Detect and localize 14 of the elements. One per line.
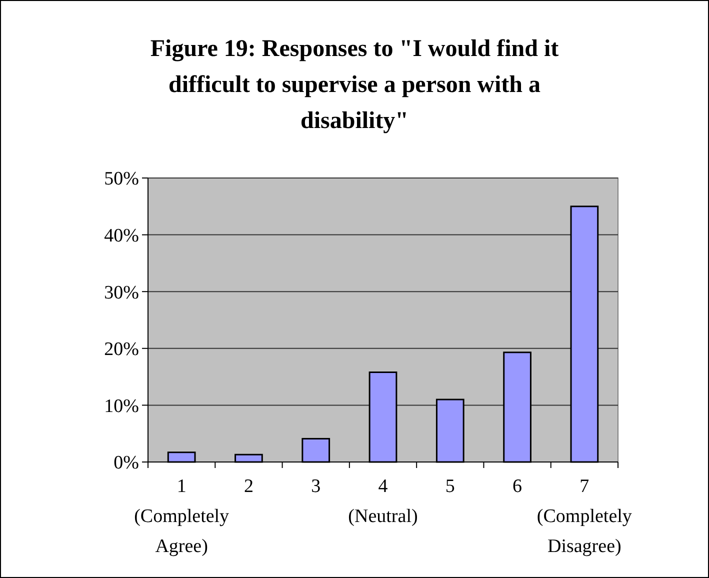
y-tick-label: 10% (104, 396, 140, 417)
y-tick-label: 0% (114, 452, 140, 474)
x-tick-label: 3 (311, 476, 321, 497)
y-tick-label: 50% (104, 168, 140, 190)
y-tick-label: 30% (104, 282, 140, 304)
x-tick-label: 2 (244, 476, 254, 497)
y-tick-label: 20% (104, 339, 140, 360)
x-tick-label: 6 (512, 476, 522, 497)
y-tick-label: 40% (104, 225, 140, 246)
x-tick-label: 7 (Completely Disagree) (536, 476, 632, 557)
x-tick-label: 4 (Neutral) (348, 476, 418, 527)
x-tick-label: 1 (Completely Agree) (134, 476, 230, 557)
x-tick-label: 5 (445, 476, 455, 497)
chart-title: Figure 19: Responses to "I would find it difficult to supervise a person with a disability" (150, 36, 559, 134)
